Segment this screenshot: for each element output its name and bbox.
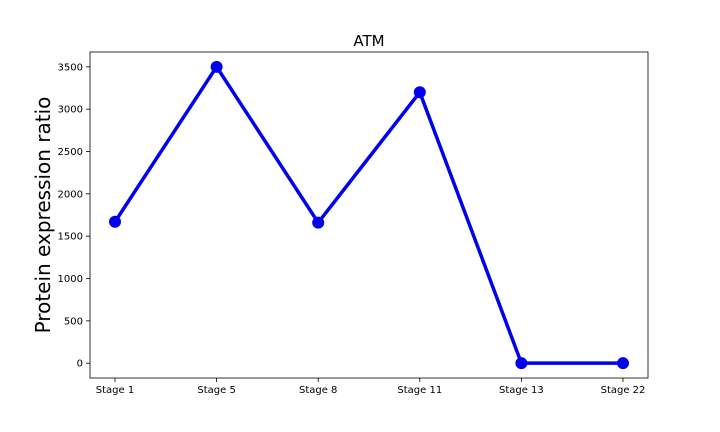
- x-tick-label: Stage 11: [397, 385, 442, 396]
- data-point: [210, 60, 223, 73]
- y-tick-label: 0: [77, 359, 83, 370]
- y-axis-ticks: 0 500 1000 1500 2000 2500 3000 3500: [58, 62, 90, 370]
- y-tick-label: 3500: [58, 62, 83, 73]
- x-axis-ticks: Stage 1 Stage 5 Stage 8 Stage 11 Stage 13 Sta…: [96, 378, 646, 396]
- series-group: [109, 60, 629, 370]
- y-tick-label: 2000: [58, 189, 83, 200]
- x-tick-label: Stage 1: [96, 385, 134, 396]
- data-point: [515, 357, 528, 370]
- y-axis-label: Protein expression ratio: [31, 97, 55, 334]
- x-tick-label: Stage 13: [499, 385, 544, 396]
- y-tick-label: 3000: [58, 105, 83, 116]
- x-tick-label: Stage 5: [197, 385, 235, 396]
- data-point: [109, 215, 121, 228]
- y-tick-label: 1000: [58, 274, 83, 285]
- series-line: [113, 63, 623, 365]
- y-tick-label: 2500: [58, 147, 83, 158]
- chart-title: ATM: [353, 32, 384, 50]
- y-tick-label: 1500: [58, 232, 83, 243]
- y-tick-label: 500: [64, 316, 83, 327]
- data-point: [312, 216, 325, 229]
- data-point: [413, 86, 426, 99]
- plot-area: [89, 51, 649, 379]
- x-tick-label: Stage 22: [601, 385, 646, 396]
- x-tick-label: Stage 8: [299, 385, 337, 396]
- data-point: [617, 357, 629, 370]
